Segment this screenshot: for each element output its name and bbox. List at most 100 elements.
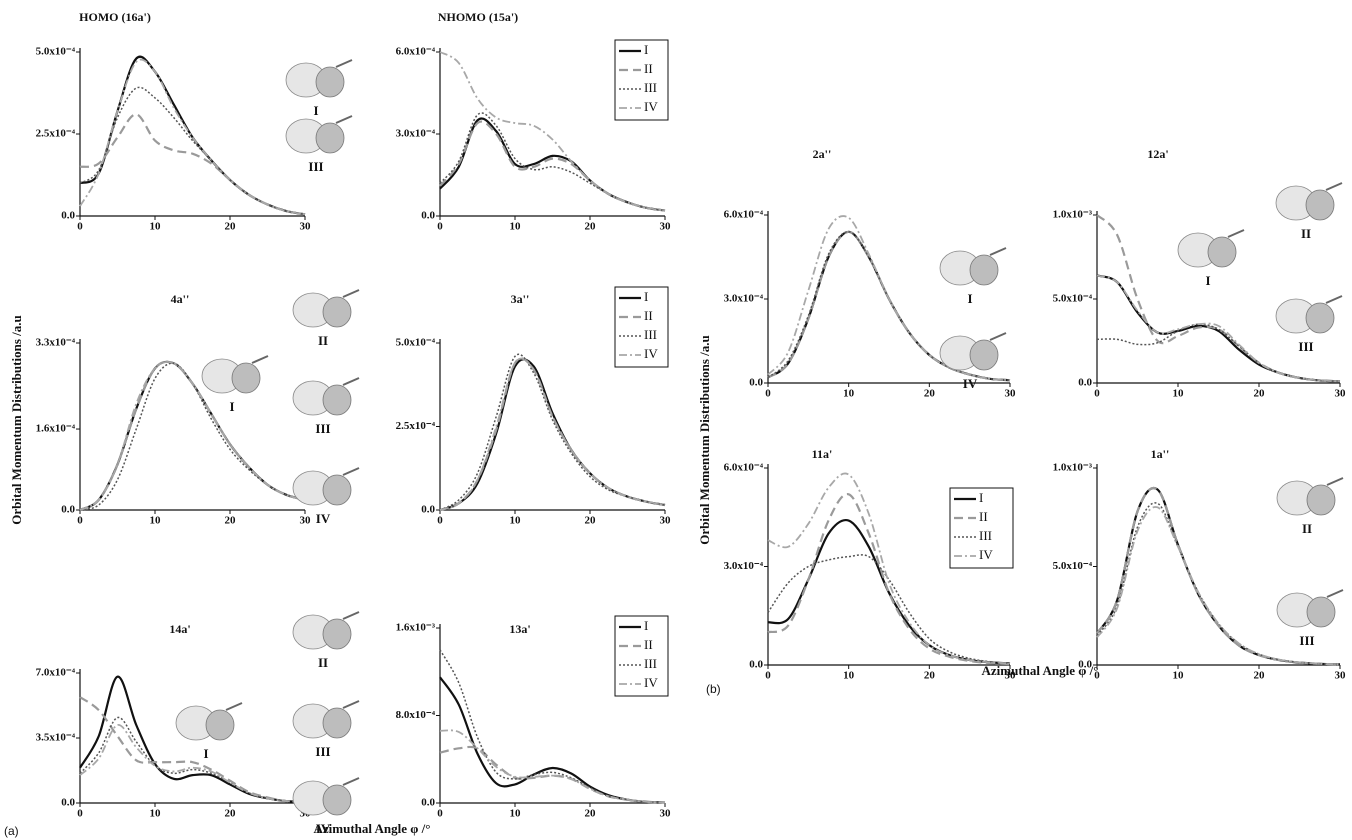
legend-label: I (979, 490, 983, 505)
x-tick-label: 30 (660, 221, 672, 233)
chart-title: NHOMO (15a') (438, 10, 518, 24)
x-tick-label: 20 (924, 388, 936, 400)
annotation: II (1302, 521, 1312, 536)
chart-title: HOMO (16a') (79, 10, 151, 24)
orbital-image (1276, 477, 1344, 516)
x-tick-label: 10 (510, 515, 522, 527)
y-tick-label: 0.0 (749, 659, 763, 671)
series-line (1096, 506, 1341, 666)
series-line (79, 55, 306, 216)
x-tick-label: 0 (765, 388, 771, 400)
x-tick-label: 20 (225, 221, 237, 233)
legend-box (614, 39, 669, 121)
orbital-lobe (969, 254, 999, 286)
y-tick-label: 1.6x10⁻⁴ (36, 423, 76, 435)
annotation: IV (963, 376, 978, 391)
legend-label: II (644, 61, 653, 76)
annotation: II (318, 655, 328, 670)
annotation: IV (316, 821, 331, 836)
orbital-lobe (322, 618, 352, 650)
orbital-image (292, 611, 360, 650)
x-tick-label: 0 (437, 808, 443, 820)
y-tick-label: 0.0 (1078, 659, 1092, 671)
legend-label: IV (979, 547, 993, 562)
x-tick-label: 10 (150, 221, 162, 233)
y-tick-label: 3.5x10⁻⁴ (36, 732, 76, 744)
series-line (79, 724, 306, 803)
bond (1325, 295, 1343, 304)
bond (342, 377, 360, 386)
orbital-image (1177, 229, 1245, 268)
x-tick-label: 10 (843, 388, 855, 400)
y-tick-label: 0.0 (61, 504, 75, 516)
series-line (439, 357, 666, 511)
x-tick-label: 10 (1173, 388, 1185, 400)
x-tick-label: 30 (1335, 670, 1347, 682)
legend-label: III (644, 327, 657, 342)
annotation: I (967, 291, 972, 306)
x-tick-label: 20 (1254, 670, 1266, 682)
orbital-lobe (315, 122, 345, 154)
bond (342, 467, 360, 476)
x-tick-label: 10 (150, 515, 162, 527)
series-line (439, 353, 666, 511)
y-tick-label: 6.0x10⁻⁴ (396, 46, 436, 58)
x-axis-label: Azimuthal Angle φ /° (982, 663, 1099, 678)
legend-label: III (979, 528, 992, 543)
series-line (79, 716, 306, 803)
y-tick-label: 3.0x10⁻⁴ (396, 128, 436, 140)
annotation: I (1205, 273, 1210, 288)
bond (342, 289, 360, 298)
annotation: I (229, 399, 234, 414)
bond (342, 777, 360, 786)
annotation: I (203, 746, 208, 761)
legend-label: IV (644, 346, 658, 361)
y-tick-label: 5.0x10⁻⁴ (36, 46, 76, 58)
x-tick-label: 0 (765, 670, 771, 682)
x-tick-label: 20 (585, 515, 597, 527)
y-tick-label: 0.0 (61, 210, 75, 222)
orbital-image (292, 467, 360, 506)
chart-title: 3a'' (511, 292, 530, 306)
orbital-lobe (1305, 189, 1335, 221)
orbital-image (939, 247, 1007, 286)
panel-label: (b) (706, 682, 721, 696)
y-tick-label: 8.0x10⁻⁴ (396, 709, 436, 721)
x-tick-label: 30 (300, 221, 312, 233)
chart-title: 2a'' (813, 147, 832, 161)
orbital-image (201, 355, 269, 394)
y-tick-label: 2.5x10⁻⁴ (396, 420, 436, 432)
orbital-image (292, 289, 360, 328)
x-tick-label: 0 (437, 515, 443, 527)
orbital-lobe (969, 339, 999, 371)
legend-label: II (644, 637, 653, 652)
annotation: III (1298, 339, 1313, 354)
bond (1227, 229, 1245, 238)
orbital-lobe (322, 784, 352, 816)
orbital-image (292, 377, 360, 416)
orbital-lobe (322, 384, 352, 416)
series-line (439, 357, 666, 512)
x-tick-label: 30 (660, 808, 672, 820)
bond (989, 247, 1007, 256)
x-tick-label: 10 (150, 808, 162, 820)
y-tick-label: 6.0x10⁻⁴ (724, 209, 764, 221)
x-tick-label: 0 (1094, 388, 1100, 400)
series-line (767, 554, 1011, 665)
series-line (79, 113, 306, 216)
chart-title: 12a' (1147, 147, 1168, 161)
y-tick-label: 5.0x10⁻⁴ (1053, 293, 1093, 305)
orbital-image (939, 332, 1007, 371)
y-tick-label: 0.0 (421, 504, 435, 516)
annotation: II (1301, 226, 1311, 241)
chart-title: 11a' (812, 447, 833, 461)
annotation: IV (316, 511, 331, 526)
panel-label: (a) (4, 824, 19, 838)
legend-label: I (644, 42, 648, 57)
y-axis-label: Orbital Momentum Distributions /a.u (697, 335, 712, 544)
x-tick-label: 10 (510, 221, 522, 233)
y-tick-label: 5.0x10⁻⁴ (396, 337, 436, 349)
legend-label: III (644, 656, 657, 671)
orbital-lobe (231, 362, 261, 394)
